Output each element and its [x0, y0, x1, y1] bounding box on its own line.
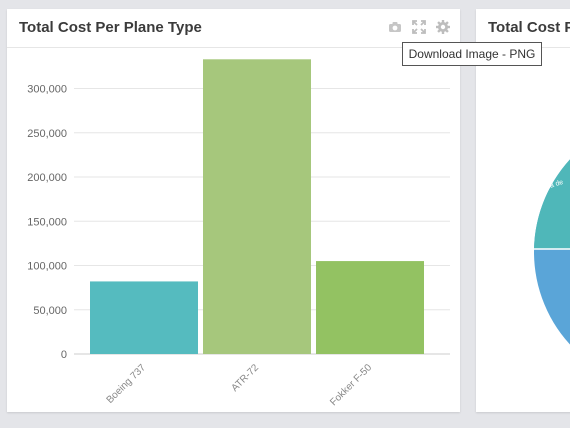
chart-panel-right: Total Cost Per Isla de: [476, 9, 570, 412]
gear-icon[interactable]: [435, 19, 451, 35]
pie-chart: Isla de: [534, 159, 570, 345]
x-tick-label: Boeing 737: [105, 362, 149, 406]
bar: [316, 261, 424, 354]
x-tick-label: ATR-72: [230, 362, 262, 394]
pie-slice-blue: [534, 159, 570, 345]
chart-panel-plane-type: Total Cost Per Plane Type: [7, 9, 460, 412]
y-tick-label: 200,000: [27, 172, 67, 184]
y-tick-label: 300,000: [27, 84, 67, 96]
y-tick-label: 150,000: [27, 216, 67, 228]
panel-header: Total Cost Per Plane Type: [7, 9, 460, 48]
panel-title: Total Cost Per Plane Type: [19, 19, 202, 36]
panel-title: Total Cost Per: [488, 19, 570, 36]
y-tick-label: 250,000: [27, 128, 67, 140]
camera-icon[interactable]: [387, 19, 403, 35]
y-tick-label: 0: [61, 349, 67, 361]
y-tick-label: 100,000: [27, 261, 67, 273]
bar-chart: 0 50,000 100,000 150,000 200,000 250,000 300,0…: [27, 59, 450, 408]
expand-icon[interactable]: [411, 19, 427, 35]
pie-slice-teal: [534, 159, 570, 250]
y-tick-label: 50,000: [33, 305, 67, 317]
bar: [203, 59, 311, 355]
download-tooltip: Download Image - PNG: [402, 42, 542, 66]
bar: [90, 281, 198, 354]
x-tick-label: Fokker F-50: [328, 362, 374, 408]
